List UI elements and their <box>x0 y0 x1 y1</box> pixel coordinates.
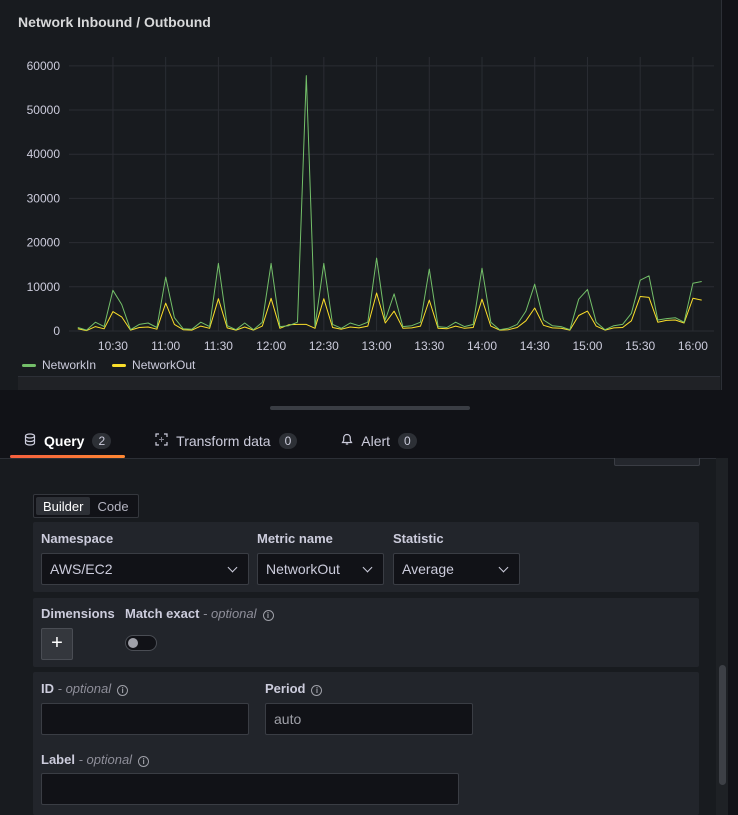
tab-transform-count: 0 <box>278 433 298 449</box>
pane-resize-handle[interactable] <box>270 406 470 410</box>
chevron-down-icon <box>498 562 509 572</box>
label-input[interactable] <box>41 773 459 805</box>
tab-alert-label: Alert <box>361 433 391 449</box>
panel-title[interactable]: Network Inbound / Outbound <box>18 14 211 30</box>
statistic-label: Statistic <box>393 531 444 546</box>
legend-item-networkout[interactable]: NetworkOut <box>112 358 195 372</box>
y-tick-label: 40000 <box>27 147 61 161</box>
optional-text: - optional <box>57 681 112 696</box>
legend-item-networkin[interactable]: NetworkIn <box>22 358 96 372</box>
metric-name-label: Metric name <box>257 531 333 546</box>
label-label-text: Label <box>41 752 75 767</box>
match-exact-toggle[interactable] <box>125 635 157 651</box>
legend-label-networkin: NetworkIn <box>42 358 97 372</box>
info-icon[interactable]: i <box>311 685 323 696</box>
tab-alert-count: 0 <box>398 433 417 449</box>
tab-alert[interactable]: Alert 0 <box>327 424 430 458</box>
dimensions-label: Dimensions <box>41 606 115 621</box>
x-tick-label: 16:00 <box>678 339 708 353</box>
chevron-down-icon <box>227 562 238 572</box>
tab-query-label: Query <box>44 433 85 449</box>
tab-query[interactable]: Query 2 <box>10 424 126 458</box>
legend: NetworkIn NetworkOut <box>22 358 195 372</box>
bell-icon <box>341 433 353 449</box>
networkin-swatch <box>22 363 36 367</box>
label-label: Label - optional i <box>41 752 150 767</box>
series-line-networkout <box>77 292 702 332</box>
tab-transform[interactable]: Transform data 0 <box>141 424 311 458</box>
line-chart[interactable]: 60000 50000 40000 30000 20000 10000 0 10:30 11:0… <box>0 0 722 360</box>
transform-icon <box>155 433 168 449</box>
graph-panel: Network Inbound / Outbound 60000 50000 400… <box>0 0 722 390</box>
period-input[interactable] <box>265 703 473 735</box>
series-line-networkin <box>77 75 702 331</box>
editor-mode-toggle: Builder Code <box>33 494 139 518</box>
toggle-knob <box>128 638 138 648</box>
code-mode-button[interactable]: Code <box>97 499 129 514</box>
chevron-down-icon <box>362 562 373 572</box>
id-label: ID - optional i <box>41 681 129 696</box>
panel-footer <box>18 376 720 390</box>
id-input[interactable] <box>41 703 249 735</box>
statistic-select[interactable]: Average <box>393 553 520 585</box>
x-tick-label: 10:30 <box>98 339 128 353</box>
x-tick-label: 12:00 <box>256 339 286 353</box>
x-tick-label: 11:00 <box>151 339 180 353</box>
add-dimension-button[interactable]: + <box>41 628 73 660</box>
query-header-button[interactable] <box>614 458 700 466</box>
dimensions-row <box>33 598 699 667</box>
editor-tabs: Query 2 Transform data 0 Alert 0 <box>10 424 431 458</box>
statistic-value: Average <box>402 561 454 577</box>
period-label-text: Period <box>265 681 306 696</box>
tab-transform-label: Transform data <box>176 433 271 449</box>
info-icon[interactable]: i <box>117 685 129 696</box>
metric-name-select[interactable]: NetworkOut <box>257 553 384 585</box>
y-tick-label: 0 <box>53 324 60 338</box>
namespace-select[interactable]: AWS/EC2 <box>41 553 249 585</box>
optional-text: - optional <box>203 606 257 621</box>
match-exact-label: Match exact - optional i <box>125 606 274 621</box>
x-tick-label: 12:30 <box>309 339 339 353</box>
database-icon <box>24 433 36 449</box>
y-tick-label: 30000 <box>27 191 61 205</box>
y-tick-label: 10000 <box>27 280 61 294</box>
x-tick-label: 11:30 <box>204 339 233 353</box>
metric-name-value: NetworkOut <box>266 561 340 577</box>
x-tick-label: 14:00 <box>467 339 497 353</box>
networkout-swatch <box>112 363 127 367</box>
match-exact-text: Match exact <box>125 606 200 621</box>
builder-mode-button[interactable]: Builder <box>36 497 91 515</box>
x-tick-label: 13:00 <box>362 339 392 353</box>
y-tick-label: 50000 <box>27 103 61 117</box>
namespace-value: AWS/EC2 <box>50 561 113 577</box>
namespace-label: Namespace <box>41 531 114 546</box>
x-tick-label: 15:30 <box>625 339 655 353</box>
optional-text: - optional <box>78 752 133 767</box>
legend-label-networkout: NetworkOut <box>132 358 196 372</box>
y-tick-label: 60000 <box>27 59 61 73</box>
info-icon[interactable]: i <box>138 756 150 767</box>
id-label-text: ID <box>41 681 54 696</box>
y-tick-label: 20000 <box>27 236 61 250</box>
info-icon[interactable]: i <box>262 610 274 621</box>
x-tick-label: 14:30 <box>520 339 550 353</box>
period-label: Period i <box>265 681 323 696</box>
tab-query-count: 2 <box>92 433 112 449</box>
x-tick-label: 13:30 <box>414 339 444 353</box>
scrollbar-thumb[interactable] <box>719 665 726 785</box>
x-tick-label: 15:00 <box>572 339 602 353</box>
